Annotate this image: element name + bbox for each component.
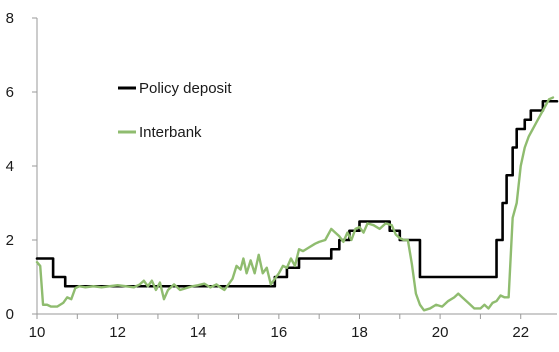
y-tick-label: 0 [6, 306, 14, 323]
legend: Policy deposit Interbank [118, 80, 232, 141]
legend-label-interbank: Interbank [139, 124, 202, 141]
legend-label-policy-deposit: Policy deposit [139, 80, 232, 97]
x-tick-label: 12 [109, 324, 126, 341]
x-tick-label: 10 [29, 324, 46, 341]
x-tick-label: 22 [512, 324, 529, 341]
series-layer [35, 96, 559, 312]
y-tick-label: 6 [6, 84, 14, 101]
y-tick-label: 2 [6, 232, 14, 249]
y-tick-label: 4 [6, 158, 14, 175]
y-tick-label: 8 [6, 10, 14, 27]
series-line-policy-deposit [35, 99, 559, 288]
x-tick-label: 14 [190, 324, 207, 341]
x-tick-label: 20 [432, 324, 449, 341]
series-line-interbank [35, 96, 555, 312]
x-tick-label: 16 [271, 324, 288, 341]
axes: 0 2 4 6 8 10 12 14 16 18 20 22 [6, 10, 557, 341]
x-tick-label: 18 [351, 324, 368, 341]
